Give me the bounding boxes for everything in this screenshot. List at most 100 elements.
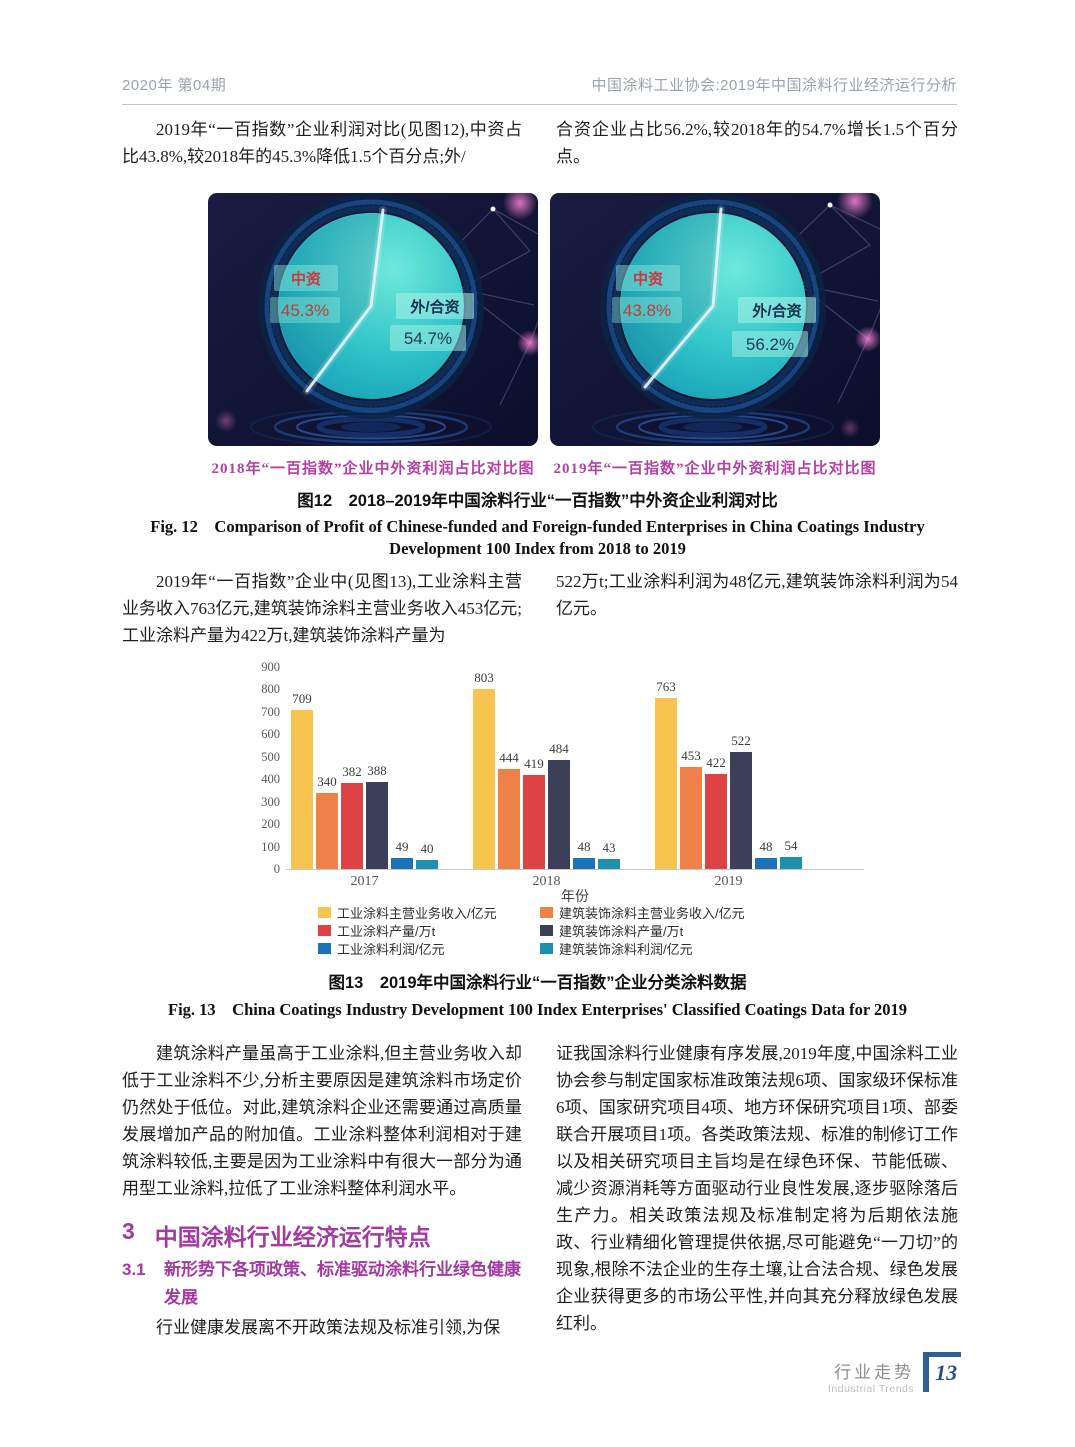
bar: 40 — [416, 841, 438, 869]
bar: 763 — [655, 679, 677, 869]
pie-dividers — [303, 206, 387, 395]
y-tick-label: 700 — [261, 705, 280, 719]
y-tick-label: 100 — [261, 840, 280, 854]
y-tick-label: 800 — [261, 682, 280, 696]
bar-group-2017: 709 340 382 388 49 40 — [291, 667, 438, 869]
x-tick-label: 2019 — [714, 874, 743, 889]
pie-2019-label-foreign: 外/合资 — [751, 302, 801, 320]
pie-2018-label-foreign: 外/合资 — [409, 298, 459, 316]
bar: 803 — [473, 670, 495, 869]
legend-swatch — [318, 924, 331, 936]
bar: 484 — [548, 741, 570, 869]
bar-value-label: 763 — [656, 679, 676, 694]
y-tick-label: 600 — [261, 727, 280, 741]
legend-label: 建筑装饰涂料主营业务收入/亿元 — [559, 905, 745, 921]
paragraph-4-right-column: 证我国涂料行业健康有序发展,2019年度,中国涂料工业协会参与制定国家标准政策法… — [556, 1044, 958, 1333]
bar-value-label: 522 — [731, 733, 751, 748]
bar: 388 — [366, 763, 388, 869]
legend-column: 建筑装饰涂料主营业务收入/亿元 建筑装饰涂料产量/万t 建筑装饰涂料利润/亿元 — [540, 903, 745, 957]
legend-item: 工业涂料主营业务收入/亿元 — [318, 903, 497, 921]
pie-2019-label-chinese: 中资 — [633, 270, 663, 288]
bar-chart-x-axis-title: 年份 — [561, 888, 589, 904]
bar-value-label: 382 — [342, 764, 362, 779]
pie-slice-chinese-funded — [620, 212, 721, 377]
paragraph-2-left-column: 2019年“一百指数”企业中(见图13),工业涂料主营业务收入763亿元,建筑装… — [122, 572, 522, 645]
pie-2019-pct-chinese: 43.8% — [623, 301, 671, 320]
section-3-number: 3 — [122, 1218, 135, 1244]
fig13-caption-en: Fig. 13 China Coatings Industry Developm… — [167, 1000, 908, 1019]
bar-value-label: 803 — [474, 670, 494, 685]
pie-2019-pct-foreign: 56.2% — [746, 335, 794, 354]
bar: 382 — [341, 764, 363, 869]
pie-2019-caption: 2019年“一百指数”企业中外资利润占比对比图 — [553, 461, 877, 477]
paragraph-2-right-column: 522万t;工业涂料利润为48亿元,建筑装饰涂料利润为54亿元。 — [556, 572, 958, 618]
page-number-bracket: 13 — [923, 1352, 962, 1392]
bar-value-label: 419 — [524, 756, 544, 771]
fig12-caption-en-line2: Development 100 Index from 2018 to 2019 — [389, 539, 686, 558]
legend-label: 建筑装饰涂料利润/亿元 — [559, 941, 693, 957]
page-number: 13 — [935, 1360, 958, 1385]
bar-value-label: 484 — [549, 741, 569, 756]
section-3-1-number: 3.1 — [122, 1260, 146, 1279]
y-tick-label: 400 — [261, 772, 280, 786]
bar: 522 — [730, 733, 752, 869]
footer-section-zh: 行业走势 — [834, 1363, 915, 1382]
x-tick-label: 2017 — [350, 874, 379, 889]
bar: 49 — [391, 839, 413, 869]
pie-2018-pct-chinese: 45.3% — [281, 301, 329, 320]
issue-label: 2020年 第04期 — [122, 77, 227, 94]
section-3-title: 中国涂料行业经济运行特点 — [154, 1224, 431, 1250]
bar-chart-fig13: 709 340 382 388 49 40 2017 803 444 419 484 48 43 2018… — [250, 660, 900, 960]
paragraph-3-left-column: 建筑涂料产量虽高于工业涂料,但主营业务收入却低于工业涂料不少,分析主要原因是建筑… — [122, 1044, 522, 1198]
legend-label: 工业涂料利润/亿元 — [337, 941, 445, 957]
y-tick-label: 500 — [261, 750, 280, 764]
bar-chart-plot-area: 709 340 382 388 49 40 2017 803 444 419 484 48 43 2018… — [286, 667, 864, 889]
pie-2018-label-chinese: 中资 — [291, 270, 321, 288]
bar: 422 — [705, 755, 727, 869]
legend-swatch — [318, 942, 331, 954]
bar-value-label: 453 — [681, 748, 701, 763]
pie-dividers — [641, 205, 725, 391]
legend-item: 工业涂料产量/万t — [318, 921, 497, 939]
bar-value-label: 340 — [317, 774, 337, 789]
bar: 54 — [780, 838, 802, 869]
bar: 419 — [523, 756, 545, 869]
y-tick-label: 300 — [261, 795, 280, 809]
paragraph-1-right-column: 合资企业占比56.2%,较2018年的54.7%增长1.5个百分点。 — [556, 120, 958, 166]
bar: 48 — [755, 839, 777, 869]
y-tick-label: 900 — [261, 660, 280, 674]
pie-2018-pct-foreign: 54.7% — [404, 329, 452, 348]
legend-item: 工业涂料利润/亿元 — [318, 939, 497, 957]
legend-item: 建筑装饰涂料主营业务收入/亿元 — [540, 903, 745, 921]
legend-swatch — [540, 924, 553, 936]
y-tick-label: 0 — [273, 862, 280, 876]
legend-label: 工业涂料产量/万t — [337, 923, 436, 939]
legend-label: 建筑装饰涂料产量/万t — [559, 923, 684, 939]
bar-value-label: 49 — [395, 839, 409, 854]
fig12-caption-zh: 图12 2018–2019年中国涂料行业“一百指数”中外资企业利润对比 — [297, 492, 778, 510]
bar: 48 — [573, 839, 595, 869]
legend-item: 建筑装饰涂料产量/万t — [540, 921, 745, 939]
bar-value-label: 40 — [420, 841, 434, 856]
page-header: 2020年 第04期 中国涂料工业协会:2019年中国涂料行业经济运行分析 — [122, 74, 957, 105]
bar: 340 — [316, 774, 338, 869]
bar-value-label: 444 — [499, 750, 519, 765]
bar: 709 — [291, 691, 313, 869]
x-tick-label: 2018 — [532, 874, 561, 889]
paragraph-1-left-column: 2019年“一百指数”企业利润对比(见图12),中资占比43.8%,较2018年… — [122, 120, 522, 166]
bar-value-label: 422 — [706, 755, 726, 770]
bar: 453 — [680, 748, 702, 869]
pie-chart-2019-image: 中资 43.8% 外/合资 56.2% — [550, 193, 880, 446]
footer-section-en: Industrial Trends — [828, 1383, 915, 1395]
bar-value-label: 54 — [784, 838, 798, 853]
section-3-1-heading: 3.1 新形势下各项政策、标准驱动涂料行业绿色健康发展 — [122, 1256, 526, 1312]
paragraph-4-left-column: 行业健康发展离不开政策法规及标准引领,为保 — [156, 1318, 501, 1337]
pie-slice-chinese-funded — [278, 213, 382, 380]
bar: 43 — [598, 840, 620, 869]
running-title: 中国涂料工业协会:2019年中国涂料行业经济运行分析 — [591, 77, 957, 94]
bar-value-label: 709 — [292, 691, 312, 706]
legend-column: 工业涂料主营业务收入/亿元工业涂料产量/万t 工业涂料利润/亿元 — [318, 903, 497, 957]
bar-value-label: 43 — [602, 840, 616, 855]
fig13-caption-zh: 图13 2019年中国涂料行业“一百指数”企业分类涂料数据 — [328, 974, 747, 992]
page-footer: 行业走势 Industrial Trends 13 — [828, 1352, 962, 1395]
